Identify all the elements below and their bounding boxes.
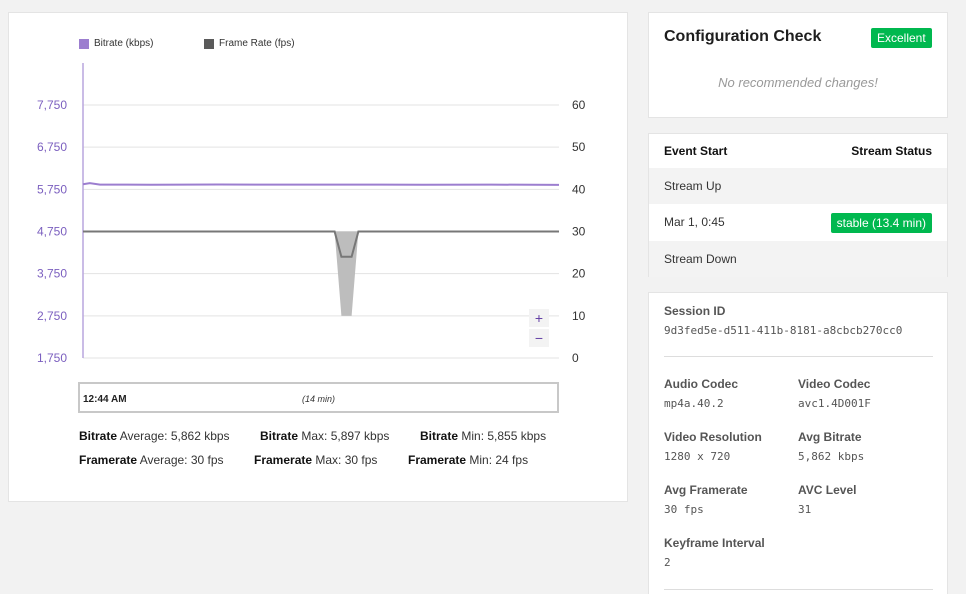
stream-status-header: Stream Status (851, 144, 932, 158)
stat-value: Min: 24 fps (469, 453, 529, 467)
y-right-tick-label: 50 (572, 140, 586, 154)
video-resolution-value: 1280 x 720 (664, 450, 731, 463)
y-left-tick-label: 4,750 (37, 225, 67, 239)
avg-framerate-value: 30 fps (664, 503, 704, 516)
y-left-tick-label: 3,750 (37, 267, 67, 281)
legend-swatch-bitrate (79, 38, 89, 49)
line-chart[interactable]: 7,750 60 6,750 50 5,750 40 4,750 30 3,750 20 2,750… (9, 13, 629, 373)
stat-framerate-min: Framerate Min: 24 fps (408, 453, 528, 467)
avc-level-label: AVC Level (798, 483, 857, 497)
event-label: Stream Down (664, 252, 737, 266)
avc-level-value: 31 (798, 503, 812, 516)
divider (664, 356, 933, 357)
stream-events-card: Event Start Stream Status Stream Up Mar … (648, 133, 948, 277)
audio-codec-label: Audio Codec (664, 377, 738, 391)
divider (664, 589, 933, 590)
stat-title: Framerate (254, 453, 313, 467)
navigator-duration: (14 min) (302, 394, 336, 404)
y-left-tick-label: 7,750 (37, 98, 67, 112)
stat-value: Average: 30 fps (139, 453, 224, 467)
legend-swatch-framerate (204, 38, 214, 49)
y-right-tick-label: 0 (572, 351, 579, 365)
video-resolution-label: Video Resolution (664, 430, 762, 444)
stat-value: Max: 30 fps (315, 453, 378, 467)
video-codec-label: Video Codec (798, 377, 871, 391)
stat-value: Max: 5,897 kbps (301, 429, 390, 443)
stat-bitrate-avg: Bitrate Average: 5,862 kbps (79, 429, 230, 443)
legend-label-bitrate: Bitrate (kbps) (94, 38, 154, 49)
stat-bitrate-min: Bitrate Min: 5,855 kbps (420, 429, 546, 443)
config-message: No recommended changes! (718, 75, 878, 90)
event-row-stream-down: Stream Down (649, 241, 947, 277)
event-row-session[interactable]: Mar 1, 0:45 stable (13.4 min) (649, 204, 947, 240)
stat-title: Bitrate (420, 429, 459, 443)
avg-framerate-label: Avg Framerate (664, 483, 748, 497)
stream-status-badge: stable (13.4 min) (830, 213, 932, 233)
navigator-start-time: 12:44 AM (83, 394, 127, 405)
series-line-framerate (83, 230, 559, 258)
session-id-value: 9d3fed5e-d511-411b-8181-a8cbcb270cc0 (664, 324, 903, 337)
avg-bitrate-value: 5,862 kbps (798, 450, 865, 463)
zoom-in-button[interactable]: + (529, 309, 549, 327)
stat-title: Framerate (79, 453, 138, 467)
y-left-tick-label: 5,750 (37, 182, 67, 196)
stat-title: Framerate (408, 453, 467, 467)
stat-framerate-avg: Framerate Average: 30 fps (79, 453, 224, 467)
stat-title: Bitrate (260, 429, 299, 443)
config-status-badge: Excellent (871, 28, 932, 48)
y-left-tick-label: 6,750 (37, 140, 67, 154)
y-right-tick-label: 10 (572, 309, 586, 323)
stat-value: Average: 5,862 kbps (119, 429, 230, 443)
y-right-tick-label: 20 (572, 267, 586, 281)
video-codec-value: avc1.4D001F (798, 397, 871, 410)
stat-value: Min: 5,855 kbps (461, 429, 547, 443)
keyframe-interval-label: Keyframe Interval (664, 536, 765, 550)
y-right-tick-label: 40 (572, 182, 586, 196)
stat-bitrate-max: Bitrate Max: 5,897 kbps (260, 429, 389, 443)
legend-item-framerate[interactable]: Frame Rate (fps) (204, 38, 295, 49)
event-time: Mar 1, 0:45 (664, 215, 725, 229)
config-title: Configuration Check (664, 28, 822, 45)
keyframe-interval-value: 2 (664, 556, 671, 569)
y-right-tick-label: 60 (572, 98, 586, 112)
series-line-bitrate (82, 182, 560, 186)
event-row-stream-up: Stream Up (649, 168, 947, 204)
time-navigator[interactable]: 12:44 AM (14 min) (78, 382, 559, 413)
legend-label-framerate: Frame Rate (fps) (219, 38, 295, 49)
audio-codec-value: mp4a.40.2 (664, 397, 724, 410)
y-left-tick-label: 2,750 (37, 309, 67, 323)
stat-title: Bitrate (79, 429, 118, 443)
avg-bitrate-label: Avg Bitrate (798, 430, 862, 444)
event-start-header: Event Start (664, 144, 728, 158)
y-right-tick-label: 30 (572, 225, 586, 239)
zoom-out-button[interactable]: − (529, 329, 549, 347)
session-details-card: Session ID 9d3fed5e-d511-411b-8181-a8cbc… (648, 292, 948, 594)
configuration-check-card: Configuration Check Excellent No recomme… (648, 12, 948, 118)
stream-chart-panel: Bitrate (kbps) Frame Rate (fps) 7,750 60 6… (8, 12, 628, 502)
session-id-label: Session ID (664, 304, 726, 318)
event-label: Stream Up (664, 179, 722, 193)
legend-item-bitrate[interactable]: Bitrate (kbps) (79, 38, 153, 49)
stat-framerate-max: Framerate Max: 30 fps (254, 453, 377, 467)
y-left-tick-label: 1,750 (37, 351, 67, 365)
